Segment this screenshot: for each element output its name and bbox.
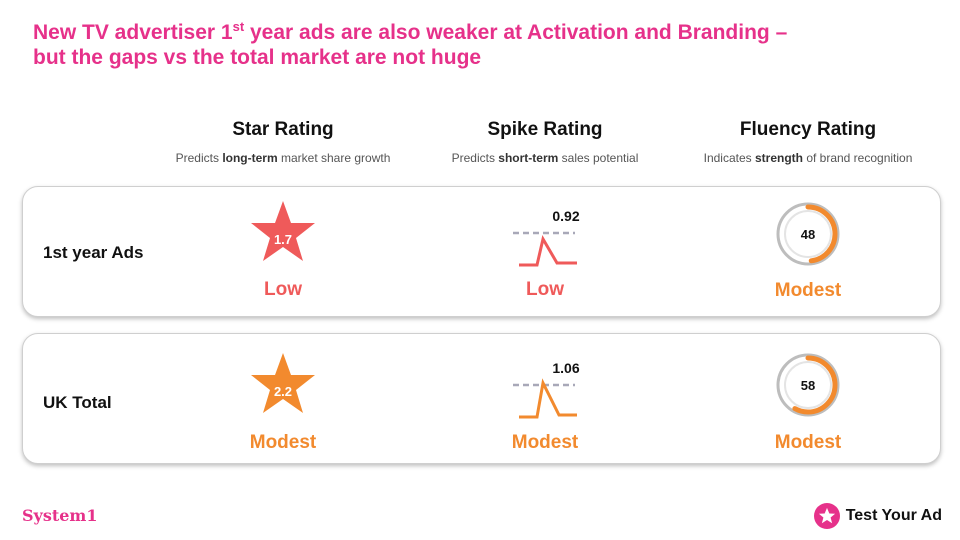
title-line-2: but the gaps vs the total market are not… (33, 46, 482, 69)
column-subheading: Predicts long-term market share growth (175, 151, 391, 165)
page-title: New TV advertiser 1st year ads are also … (33, 20, 913, 70)
fluency-rating-value: 48 (801, 227, 815, 242)
row-card-uk-total: UK Total 2.2 Modest 1.06 Modest 58 Modes… (22, 333, 941, 464)
star-rating-header: Star Rating Predicts long-term market sh… (153, 119, 413, 165)
row-card-first-year-ads: 1st year Ads 1.7 Low 0.92 Low 48 Modest (22, 186, 941, 317)
column-heading: Star Rating (232, 119, 334, 140)
star-rating-value: 1.7 (274, 232, 292, 247)
title-part: year ads are also weaker at Activation a… (244, 21, 788, 44)
star-rating-label: Modest (249, 432, 317, 453)
column-subheading: Indicates strength of brand recognition (703, 151, 913, 165)
test-your-ad-logo: Test Your Ad (813, 503, 942, 529)
spike-icon (513, 231, 577, 267)
star-icon: 1.7 (251, 201, 315, 261)
row-label: UK Total (43, 393, 112, 412)
spike-rating-header: Spike Rating Predicts short-term sales p… (415, 119, 675, 165)
title-part: New TV advertiser 1 (33, 21, 233, 44)
star-rating-label: Low (264, 279, 302, 300)
fluency-gauge-icon: 58 (776, 353, 840, 417)
spike-icon (513, 378, 577, 419)
star-badge-icon (813, 503, 840, 529)
fluency-rating-header: Fluency Rating Indicates strength of bra… (678, 119, 938, 165)
star-icon: 2.2 (251, 353, 315, 413)
system1-logo: System1 (22, 506, 98, 525)
row-label: 1st year Ads (43, 243, 144, 262)
fluency-rating-label: Modest (774, 432, 842, 453)
column-subheading: Predicts short-term sales potential (451, 151, 639, 165)
fluency-rating-value: 58 (801, 378, 815, 393)
spike-rating-label: Low (526, 279, 564, 300)
fluency-gauge-icon: 48 (776, 202, 840, 266)
fluency-rating-label: Modest (774, 280, 842, 301)
spike-rating-value: 1.06 (552, 360, 580, 376)
column-heading: Spike Rating (487, 119, 603, 140)
title-superscript: st (232, 19, 245, 34)
column-heading: Fluency Rating (739, 119, 877, 140)
spike-rating-label: Modest (511, 432, 579, 453)
spike-rating-value: 0.92 (552, 208, 580, 224)
test-your-ad-label: Test Your Ad (845, 507, 942, 524)
star-rating-value: 2.2 (274, 384, 292, 399)
